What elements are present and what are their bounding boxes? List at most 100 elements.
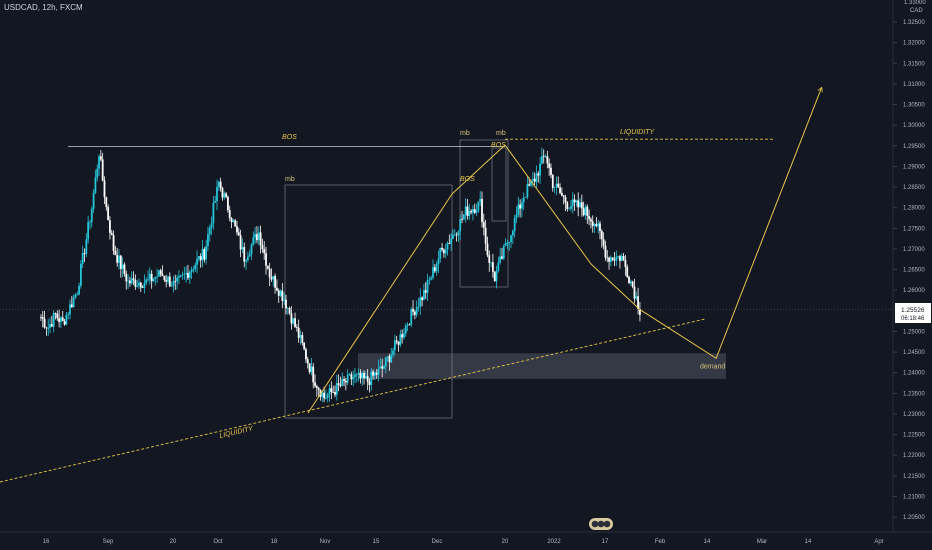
candle-body — [393, 340, 396, 351]
candle-body — [339, 385, 342, 386]
last-price-value: 1.25526 — [901, 307, 925, 314]
candle-body — [185, 272, 188, 274]
candle-body — [246, 256, 249, 261]
candle-body — [435, 264, 438, 272]
bos-label-mid: BOS — [460, 176, 475, 183]
candle-body — [439, 247, 442, 259]
candle-body — [217, 181, 220, 187]
candle-body — [50, 324, 53, 327]
navigation-control[interactable] — [589, 518, 613, 530]
candle-body — [468, 210, 471, 216]
candle-body — [455, 234, 458, 236]
candle-body — [611, 257, 614, 260]
candle-body — [245, 260, 247, 262]
candle-body — [544, 156, 547, 157]
candle-body — [176, 277, 178, 282]
scroll-dot-icon[interactable] — [597, 520, 605, 528]
candle-body — [559, 187, 561, 193]
candle-body — [629, 281, 632, 284]
candle-body — [535, 173, 538, 182]
candle-body — [501, 256, 503, 259]
candle-body — [119, 255, 122, 269]
candle-body — [232, 220, 235, 223]
candle-body — [315, 385, 318, 388]
candle-body — [580, 202, 583, 209]
candle-body — [550, 167, 552, 175]
candle-body — [428, 279, 431, 281]
candle-body — [43, 318, 46, 328]
time-tick-label: Nov — [320, 539, 331, 545]
candle-body — [81, 253, 84, 264]
candle-body — [254, 234, 257, 238]
time-tick-label: Sep — [103, 539, 114, 545]
candle-body — [599, 223, 601, 232]
candle-body — [143, 283, 146, 288]
candle-body — [60, 317, 62, 322]
candle-body — [577, 200, 580, 208]
candle-body — [624, 259, 627, 267]
candle-body — [452, 234, 454, 239]
candle-body — [442, 249, 445, 254]
candle-body — [187, 272, 189, 278]
time-tick-label: Oct — [213, 539, 223, 545]
candle-body — [626, 266, 629, 277]
price-tick-label: 1.29500 — [903, 144, 925, 150]
candle-body — [510, 235, 512, 243]
candle-body — [615, 256, 618, 261]
candle-body — [542, 156, 545, 157]
candle-body — [323, 392, 325, 399]
time-axis[interactable]: 16 Sep 20 Oct 18 Nov 15 Dec 20 2022 17 Feb 14 Mar 14 Ap… — [0, 531, 932, 545]
candle-body — [421, 297, 424, 300]
candle-body — [132, 278, 135, 280]
price-axis[interactable]: 1.33000 CAD 1.32500 1.32000 1.31500 1.31000… — [892, 0, 931, 532]
candle-body — [600, 231, 603, 240]
candle-body — [551, 174, 554, 188]
scroll-dot-icon[interactable] — [591, 520, 599, 528]
candle-body — [377, 368, 380, 375]
candle-body — [355, 374, 358, 375]
price-tick-label: 1.26000 — [903, 288, 925, 294]
candle-body — [277, 290, 280, 296]
candle-body — [181, 274, 184, 276]
candle-body — [533, 178, 536, 182]
candle-body — [413, 311, 416, 315]
candle-body — [312, 366, 315, 383]
candle-body — [326, 394, 329, 398]
candle-body — [69, 304, 71, 315]
candle-body — [506, 242, 509, 244]
candle-body — [207, 234, 209, 247]
candle-body — [628, 276, 630, 284]
candle-body — [250, 244, 253, 255]
candle-body — [317, 387, 320, 390]
scroll-dot-icon[interactable] — [603, 520, 611, 528]
candle-body — [197, 256, 200, 259]
candle-body — [223, 193, 226, 198]
time-tick-label: 16 — [43, 539, 50, 545]
candle-body — [359, 372, 362, 379]
candle-body — [308, 363, 311, 373]
candle-body — [475, 210, 478, 213]
candle-body — [433, 267, 436, 272]
candle-body — [374, 372, 376, 376]
candle-body — [499, 256, 502, 263]
price-tick-label: 1.24000 — [903, 371, 925, 377]
candle-body — [174, 280, 177, 282]
price-tick-label: 1.21500 — [903, 474, 925, 480]
candle-body — [553, 186, 556, 188]
candle-body — [286, 308, 289, 309]
candle-body — [571, 199, 574, 207]
bos-label-peak: BOS — [491, 142, 506, 149]
candle-body — [495, 270, 498, 282]
pullback-leg — [504, 144, 592, 265]
market-box-inner — [491, 147, 507, 222]
candle-body — [128, 280, 131, 284]
candle-body — [172, 280, 175, 287]
candle-body — [397, 341, 400, 345]
candle-body — [604, 245, 607, 258]
demand-zone — [358, 353, 726, 379]
candle-body — [257, 232, 260, 241]
candle-body — [384, 357, 387, 367]
candle-body — [74, 294, 77, 298]
candle-body — [170, 286, 173, 287]
